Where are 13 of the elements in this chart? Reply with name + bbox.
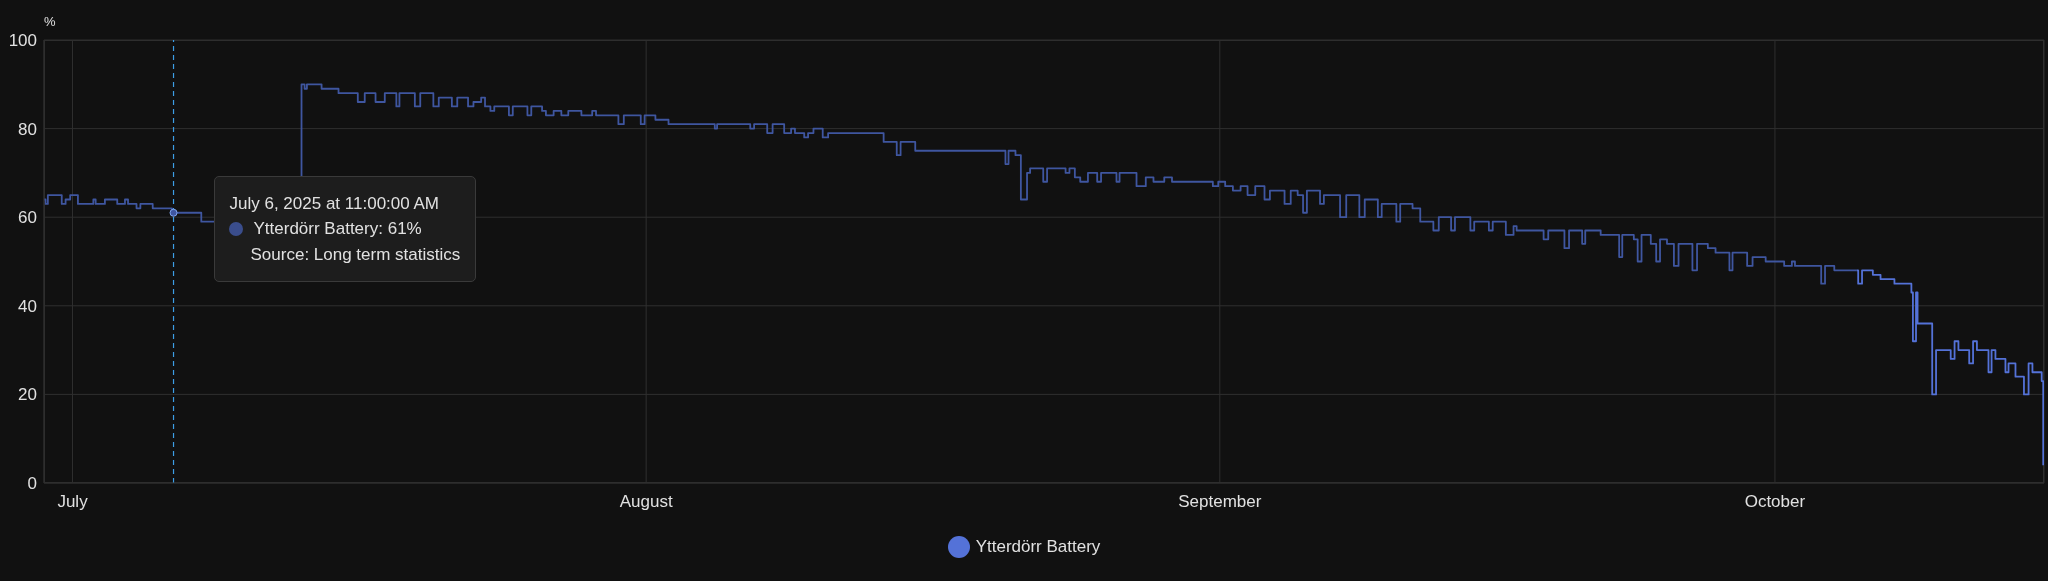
y-axis-title: %	[44, 14, 56, 30]
x-tick-label: September	[1178, 492, 1262, 512]
y-tick-label: 60	[18, 208, 37, 228]
annotation: July 6, 2025 at 11:00:00 AM Ytterdörr Battery: 61% Source: Long term statistics	[229, 192, 461, 266]
x-tick-label: August	[619, 492, 673, 512]
x-tick-label: July	[57, 492, 89, 512]
x-tick-label: October	[1744, 492, 1806, 512]
legend-label: Ytterdörr Battery	[975, 537, 1101, 557]
y-tick-label: 80	[18, 119, 37, 139]
y-tick-label: 100	[8, 31, 37, 51]
y-tick-label: 0	[27, 474, 37, 494]
y-tick-label: 40	[18, 296, 37, 316]
y-tick-label: 20	[18, 385, 37, 405]
